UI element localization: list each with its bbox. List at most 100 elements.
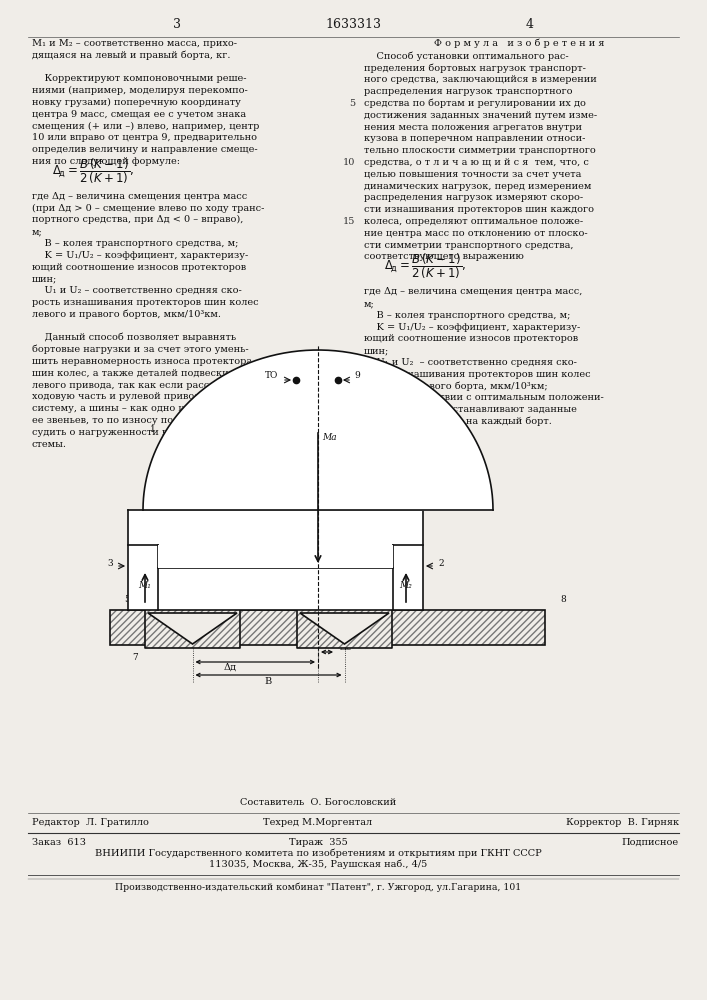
Text: шин;: шин;: [364, 346, 390, 355]
Text: 5: 5: [124, 595, 130, 604]
Text: ем центра масс устанавливают заданные: ем центра масс устанавливают заданные: [364, 405, 577, 414]
Text: В – колея транспортного средства, м;: В – колея транспортного средства, м;: [32, 239, 238, 248]
Text: 2: 2: [438, 559, 444, 568]
Text: 3: 3: [173, 18, 181, 31]
Text: M₁: M₁: [139, 581, 151, 590]
Text: B: B: [265, 677, 272, 686]
Text: ее звеньев, то по износу последних можно: ее звеньев, то по износу последних можно: [32, 416, 252, 425]
Text: портного средства, при Δд < 0 – вправо),: портного средства, при Δд < 0 – вправо),: [32, 215, 243, 224]
Text: 1: 1: [150, 425, 156, 434]
Text: определив величину и направление смеще-: определив величину и направление смеще-: [32, 145, 257, 154]
Text: м;: м;: [32, 227, 42, 236]
Polygon shape: [143, 350, 493, 510]
Text: 9: 9: [354, 371, 360, 380]
Text: 113035, Москва, Ж-35, Раушская наб., 4/5: 113035, Москва, Ж-35, Раушская наб., 4/5: [209, 859, 427, 869]
Text: центра 9 масс, смещая ее с учетом знака: центра 9 масс, смещая ее с учетом знака: [32, 110, 246, 119]
Bar: [145, 610, 240, 648]
Text: Корректируют компоновочными реше-: Корректируют компоновочными реше-: [32, 74, 247, 83]
Polygon shape: [300, 613, 389, 644]
Text: шин;: шин;: [32, 274, 57, 283]
Text: ющий соотношение износов протекторов: ющий соотношение износов протекторов: [32, 263, 246, 272]
Text: $\Delta_{\!\rm д} = \dfrac{B\,(K-1)}{2\,(K+1)},$: $\Delta_{\!\rm д} = \dfrac{B\,(K-1)}{2\,…: [52, 156, 134, 186]
Text: систему, а шины – как одно из замыкающих: систему, а шины – как одно из замыкающих: [32, 404, 262, 413]
Text: K = U₁/U₂ – коэффициент, характеризу-: K = U₁/U₂ – коэффициент, характеризу-: [32, 251, 248, 260]
Bar: [128, 510, 423, 610]
Bar: [158, 545, 393, 568]
Bar: [110, 610, 545, 645]
Bar: [110, 610, 545, 645]
Text: стемы.: стемы.: [32, 440, 67, 449]
Text: 25: 25: [343, 358, 355, 367]
Text: левого привода, так как если рассматривать: левого привода, так как если рассматрива…: [32, 381, 262, 390]
Text: Ma: Ma: [322, 433, 337, 442]
Text: (при Δд > 0 – смещение влево по ходу транс-: (при Δд > 0 – смещение влево по ходу тра…: [32, 203, 264, 213]
Text: Составитель  О. Богословский: Составитель О. Богословский: [240, 798, 396, 807]
Text: кузова в поперечном направлении относи-: кузова в поперечном направлении относи-: [364, 134, 585, 143]
Text: Δc: Δc: [340, 643, 353, 652]
Text: м;: м;: [364, 299, 375, 308]
Text: $\Delta_{\!\rm д} = \dfrac{B\,(K-1)}{2\,(K+1)},$: $\Delta_{\!\rm д} = \dfrac{B\,(K-1)}{2\,…: [384, 252, 466, 281]
Text: судить о нагруженности всех элементов си-: судить о нагруженности всех элементов си…: [32, 428, 259, 437]
Text: ТО: ТО: [264, 371, 278, 380]
Text: нения места положения агрегатов внутри: нения места положения агрегатов внутри: [364, 123, 582, 132]
Text: Корректор  В. Гирняк: Корректор В. Гирняк: [566, 818, 679, 827]
Text: ного средства, заключающийся в измерении: ного средства, заключающийся в измерении: [364, 75, 597, 84]
Text: 6: 6: [316, 625, 322, 634]
Text: ющий соотношение износов протекторов: ющий соотношение износов протекторов: [364, 334, 578, 343]
Text: ходовую часть и рулевой привод как единую: ходовую часть и рулевой привод как едину…: [32, 392, 264, 401]
Text: ВНИИПИ Государственного комитета по изобретениям и открытиям при ГКНТ СССР: ВНИИПИ Государственного комитета по изоб…: [95, 848, 542, 858]
Text: М₁ и М₂ – соответственно масса, прихо-: М₁ и М₂ – соответственно масса, прихо-: [32, 39, 237, 48]
Text: шить неравномерность износа протектора: шить неравномерность износа протектора: [32, 357, 252, 366]
Text: смещения (+ или –) влево, например, центр: смещения (+ или –) влево, например, цент…: [32, 121, 259, 131]
Text: рость изнашивания протекторов шин колес: рость изнашивания протекторов шин колес: [364, 370, 590, 379]
Text: колеса, определяют оптимальное положе-: колеса, определяют оптимальное положе-: [364, 217, 583, 226]
Text: Δд: Δд: [223, 663, 237, 672]
Text: 8: 8: [560, 595, 566, 604]
Text: Способ установки оптимального рас-: Способ установки оптимального рас-: [364, 51, 568, 61]
Text: динамических нагрузок, перед измерением: динамических нагрузок, перед измерением: [364, 182, 591, 191]
Text: значения нагрузок на каждый борт.: значения нагрузок на каждый борт.: [364, 416, 552, 426]
Bar: [297, 610, 392, 648]
Text: ние центра масс по отклонению от плоско-: ние центра масс по отклонению от плоско-: [364, 229, 588, 238]
Polygon shape: [148, 613, 237, 644]
Text: 15: 15: [343, 217, 355, 226]
Text: средства, о т л и ч а ю щ и й с я  тем, что, с: средства, о т л и ч а ю щ и й с я тем, ч…: [364, 158, 589, 167]
Text: Редактор  Л. Гратилло: Редактор Л. Гратилло: [32, 818, 149, 827]
Text: 10 или вправо от центра 9, предварительно: 10 или вправо от центра 9, предварительн…: [32, 133, 257, 142]
Text: целью повышения точности за счет учета: целью повышения точности за счет учета: [364, 170, 581, 179]
Text: 7: 7: [132, 653, 138, 662]
Text: Тираж  355: Тираж 355: [288, 838, 347, 847]
Text: где Δд – величина смещения центра масс: где Δд – величина смещения центра масс: [32, 192, 247, 201]
Text: сти изнашивания протекторов шин каждого: сти изнашивания протекторов шин каждого: [364, 205, 594, 214]
Text: 1633313: 1633313: [325, 18, 381, 31]
Text: Подписное: Подписное: [622, 838, 679, 847]
Text: шин колес, а также деталей подвески и ру-: шин колес, а также деталей подвески и ру…: [32, 369, 257, 378]
Bar: [297, 610, 392, 648]
Text: сти симметрии транспортного средства,: сти симметрии транспортного средства,: [364, 241, 573, 250]
Text: 4: 4: [409, 595, 415, 604]
Text: соответствующего выражению: соответствующего выражению: [364, 252, 524, 261]
Text: 30: 30: [343, 417, 355, 426]
Text: Заказ  613: Заказ 613: [32, 838, 86, 847]
Text: бортовые нагрузки и за счет этого умень-: бортовые нагрузки и за счет этого умень-: [32, 345, 249, 354]
Text: ниями (например, моделируя перекомпо-: ниями (например, моделируя перекомпо-: [32, 86, 247, 95]
Text: средства по бортам и регулировании их до: средства по бортам и регулировании их до: [364, 98, 586, 108]
Text: U₁ и U₂  – соответственно средняя ско-: U₁ и U₂ – соответственно средняя ско-: [364, 358, 577, 367]
Text: пределения бортовых нагрузок транспорт-: пределения бортовых нагрузок транспорт-: [364, 63, 586, 73]
Text: 4: 4: [526, 18, 534, 31]
Text: новку грузами) поперечную координату: новку грузами) поперечную координату: [32, 98, 241, 107]
Text: дящаяся на левый и правый борта, кг.: дящаяся на левый и правый борта, кг.: [32, 50, 230, 60]
Text: Ф о р м у л а   и з о б р е т е н и я: Ф о р м у л а и з о б р е т е н и я: [434, 38, 604, 48]
Text: 3: 3: [107, 559, 113, 568]
Text: распределения нагрузок транспортного: распределения нагрузок транспортного: [364, 87, 573, 96]
Text: 10: 10: [343, 158, 355, 167]
Text: где Δд – величина смещения центра масс,: где Δд – величина смещения центра масс,: [364, 287, 583, 296]
Text: 5: 5: [349, 99, 355, 108]
Text: рость изнашивания протекторов шин колес: рость изнашивания протекторов шин колес: [32, 298, 259, 307]
Text: U₁ и U₂ – соответственно средняя ско-: U₁ и U₂ – соответственно средняя ско-: [32, 286, 242, 295]
Text: тельно плоскости симметрии транспортного: тельно плоскости симметрии транспортного: [364, 146, 596, 155]
Text: достижения заданных значений путем изме-: достижения заданных значений путем изме-: [364, 111, 597, 120]
Text: левого и правого бортов, мкм/10³км.: левого и правого бортов, мкм/10³км.: [32, 309, 221, 319]
Text: и в соответствии с оптимальным положени-: и в соответствии с оптимальным положени-: [364, 393, 604, 402]
Text: Техред М.Моргентал: Техред М.Моргентал: [264, 818, 373, 827]
